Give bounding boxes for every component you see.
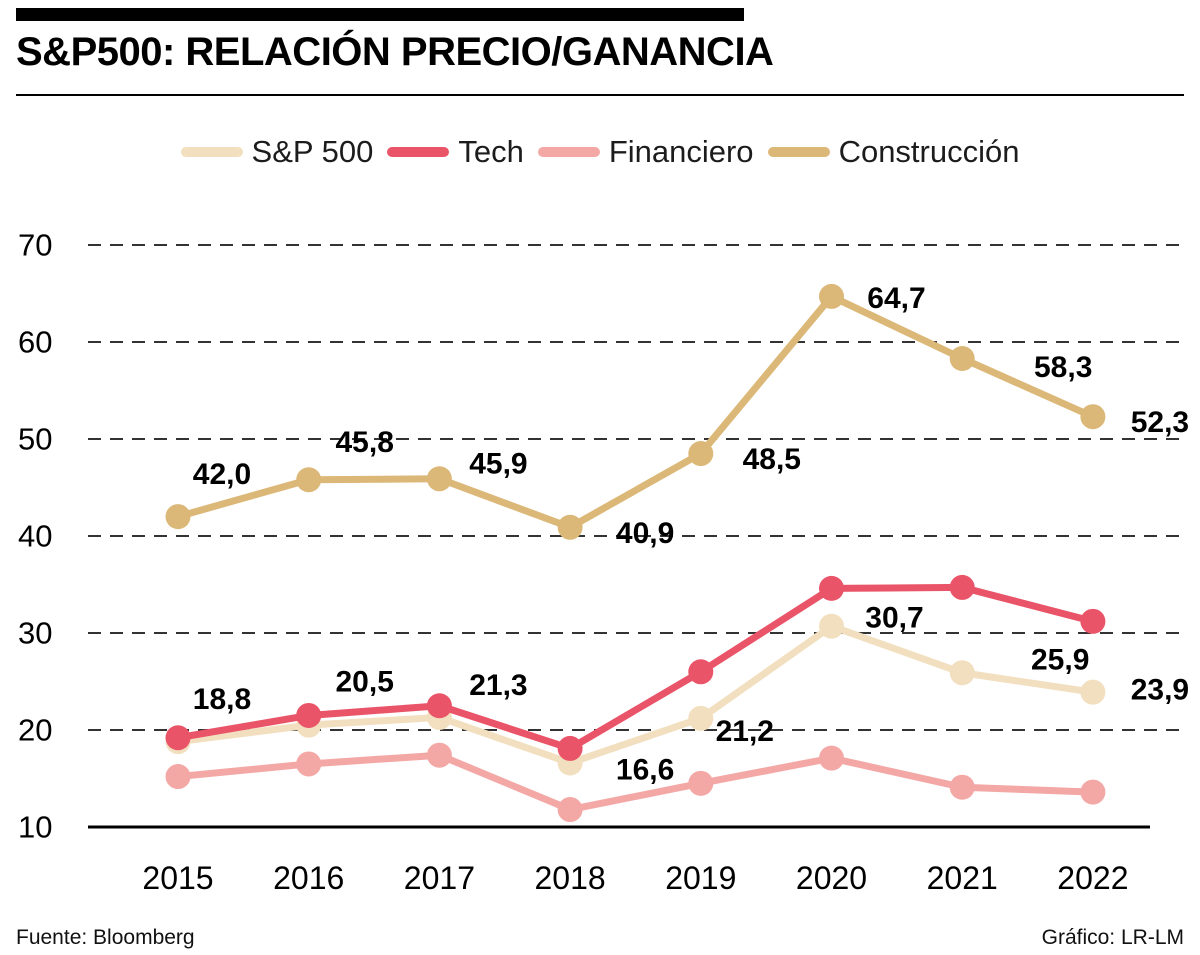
data-label: 58,3 bbox=[1034, 351, 1092, 384]
data-label: 64,7 bbox=[867, 282, 925, 315]
data-point-s-p-500 bbox=[688, 705, 714, 731]
data-point-tech bbox=[557, 735, 583, 761]
data-point-s-p-500 bbox=[1080, 679, 1106, 705]
data-label: 45,9 bbox=[469, 447, 527, 480]
data-label: 23,9 bbox=[1131, 674, 1189, 707]
data-point-tech bbox=[296, 702, 322, 728]
source-credit: Fuente: Bloomberg bbox=[16, 926, 195, 949]
legend-label: Financiero bbox=[608, 134, 754, 169]
series-line-s-p-500 bbox=[174, 622, 1097, 767]
data-label: 16,6 bbox=[616, 753, 674, 786]
data-point-tech bbox=[949, 574, 975, 600]
y-tick-label: 10 bbox=[18, 810, 52, 845]
legend-item-financiero: Financiero bbox=[537, 134, 754, 170]
data-label: 21,2 bbox=[716, 715, 774, 748]
x-tick-label: 2020 bbox=[796, 860, 867, 896]
x-tick-label: 2021 bbox=[927, 860, 998, 896]
legend-label: Tech bbox=[458, 134, 524, 169]
legend-item-s-p-500: S&P 500 bbox=[180, 134, 374, 170]
data-point-financiero bbox=[165, 764, 191, 790]
data-point-financiero bbox=[949, 774, 975, 800]
data-point-construcci-n bbox=[688, 441, 714, 467]
legend-swatch-tech bbox=[387, 147, 450, 157]
graphic-credit: Gráfico: LR-LM bbox=[1041, 926, 1184, 949]
y-tick-label: 30 bbox=[18, 616, 52, 651]
data-point-financiero bbox=[426, 742, 452, 768]
legend-swatch-construcci-n bbox=[767, 147, 830, 157]
x-tick-label: 2017 bbox=[404, 860, 475, 896]
title-divider bbox=[16, 94, 1184, 96]
data-point-financiero bbox=[688, 770, 714, 796]
data-point-s-p-500 bbox=[949, 660, 975, 686]
x-tick-label: 2019 bbox=[665, 860, 736, 896]
data-point-construcci-n bbox=[165, 504, 191, 530]
data-point-tech bbox=[426, 693, 452, 719]
data-label: 48,5 bbox=[743, 443, 801, 476]
series-line-financiero bbox=[174, 751, 1097, 814]
x-tick-label: 2022 bbox=[1057, 860, 1128, 896]
x-tick-label: 2018 bbox=[535, 860, 606, 896]
data-label: 21,3 bbox=[469, 669, 527, 702]
data-point-financiero bbox=[557, 797, 583, 823]
legend-item-construcci-n: Construcción bbox=[767, 134, 1020, 170]
data-point-tech bbox=[688, 659, 714, 685]
chart-title: S&P500: RELACIÓN PRECIO/GANANCIA bbox=[16, 30, 774, 74]
data-label: 42,0 bbox=[193, 458, 251, 491]
data-label: 40,9 bbox=[616, 517, 674, 550]
top-accent-bar bbox=[16, 8, 744, 21]
data-point-construcci-n bbox=[426, 466, 452, 492]
data-label: 45,8 bbox=[336, 426, 394, 459]
data-point-construcci-n bbox=[296, 467, 322, 493]
data-point-financiero bbox=[296, 751, 322, 777]
data-label: 52,3 bbox=[1131, 406, 1189, 439]
data-point-construcci-n bbox=[1080, 404, 1106, 430]
data-point-tech bbox=[165, 725, 191, 751]
legend-label: Construcción bbox=[838, 134, 1020, 169]
y-tick-label: 40 bbox=[18, 519, 52, 554]
data-point-tech bbox=[1080, 608, 1106, 634]
series-line-construcci-n bbox=[174, 292, 1097, 531]
y-tick-label: 70 bbox=[18, 228, 52, 263]
legend-swatch-financiero bbox=[537, 147, 600, 157]
data-point-construcci-n bbox=[819, 283, 844, 309]
chart-legend: S&P 500 Tech Financiero Construcción bbox=[0, 134, 1200, 170]
data-point-construcci-n bbox=[949, 345, 975, 371]
data-point-s-p-500 bbox=[819, 613, 844, 639]
data-point-financiero bbox=[1080, 779, 1106, 805]
data-label: 20,5 bbox=[336, 666, 394, 699]
y-tick-label: 60 bbox=[18, 325, 52, 360]
data-label: 25,9 bbox=[1031, 643, 1089, 676]
y-tick-label: 20 bbox=[18, 713, 52, 748]
data-label: 18,8 bbox=[193, 683, 251, 716]
footer: Fuente: Bloomberg Gráfico: LR-LM bbox=[16, 926, 1184, 950]
data-label: 30,7 bbox=[865, 602, 923, 635]
x-tick-label: 2015 bbox=[142, 860, 213, 896]
data-point-tech bbox=[819, 575, 844, 601]
y-tick-label: 50 bbox=[18, 422, 52, 457]
legend-item-tech: Tech bbox=[387, 134, 524, 170]
data-point-construcci-n bbox=[557, 514, 583, 540]
data-point-financiero bbox=[819, 745, 844, 771]
legend-label: S&P 500 bbox=[251, 134, 374, 169]
legend-swatch-s-p-500 bbox=[180, 147, 243, 157]
series-line-tech bbox=[174, 583, 1097, 752]
x-tick-label: 2016 bbox=[273, 860, 344, 896]
